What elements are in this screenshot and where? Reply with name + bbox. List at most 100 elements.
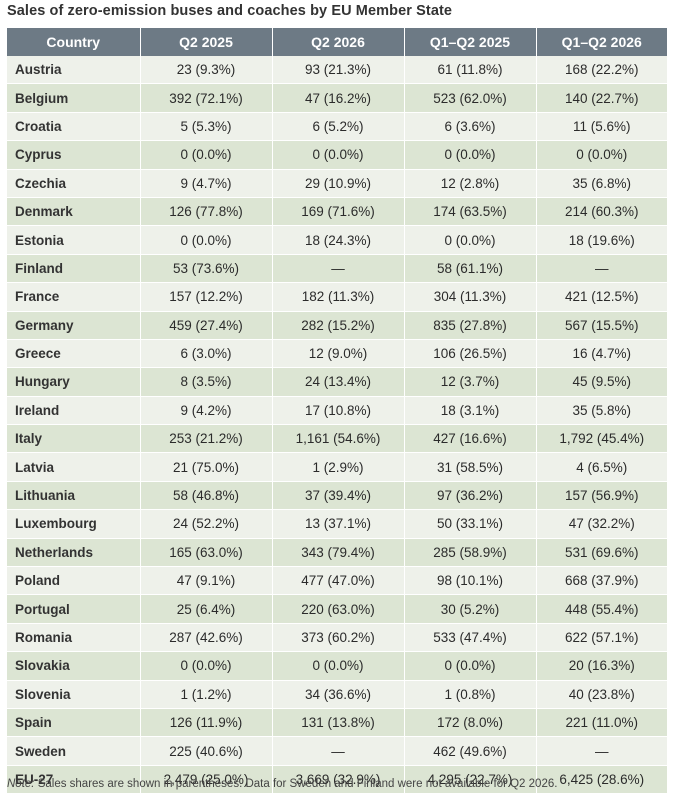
- q1-q2-2025-cell: 0 (0.0%): [404, 225, 537, 255]
- q1-q2-2026-cell: 221 (11.0%): [536, 708, 667, 738]
- country-cell: Germany: [7, 311, 141, 340]
- table-row: France 157 (12.2%) 182 (11.3%) 304 (11.3%) 4…: [7, 282, 667, 312]
- q1-q2-2025-cell: 835 (27.8%): [404, 311, 537, 340]
- q2-2026-cell: 12 (9.0%): [272, 339, 405, 369]
- table-row: Cyprus 0 (0.0%) 0 (0.0%) 0 (0.0%) 0 (0.0%): [7, 140, 667, 170]
- q1-q2-2025-cell: 285 (58.9%): [404, 538, 537, 568]
- q2-2025-cell: 5 (5.3%): [140, 112, 273, 142]
- q2-2026-cell: 182 (11.3%): [272, 282, 405, 312]
- q2-2026-cell: 3,669 (32.9%): [272, 765, 405, 795]
- q2-2025-cell: 23 (9.3%): [140, 56, 273, 85]
- q2-2025-cell: 253 (21.2%): [140, 424, 273, 454]
- country-cell: France: [7, 282, 141, 312]
- q2-2025-cell: 2,479 (25.0%): [140, 765, 273, 795]
- table-row: Italy 253 (21.2%) 1,161 (54.6%) 427 (16.6%)…: [7, 424, 667, 454]
- q2-2025-cell: 25 (6.4%): [140, 594, 273, 624]
- header-row: Country Q2 2025 Q2 2026 Q1–Q2 2025 Q1–Q2…: [7, 28, 667, 56]
- q1-q2-2026-cell: 140 (22.7%): [536, 83, 667, 113]
- table-row: Slovenia 1 (1.2%) 34 (36.6%) 1 (0.8%) 40 (23…: [7, 680, 667, 709]
- q1-q2-2025-cell: 30 (5.2%): [404, 594, 537, 624]
- q1-q2-2025-cell: 0 (0.0%): [404, 140, 537, 170]
- country-cell: Luxembourg: [7, 509, 141, 539]
- q2-2026-cell: —: [272, 736, 405, 766]
- q2-2025-cell: 53 (73.6%): [140, 254, 273, 284]
- header-q1-q2-2025: Q1–Q2 2025: [404, 28, 537, 56]
- country-cell: Greece: [7, 339, 141, 369]
- q2-2025-cell: 0 (0.0%): [140, 651, 273, 681]
- table-row: Greece 6 (3.0%) 12 (9.0%) 106 (26.5%) 16 (4.…: [7, 339, 667, 369]
- footnote: Note: Sales shares are shown in parenthe…: [7, 778, 557, 790]
- country-cell: Austria: [7, 56, 141, 85]
- q2-2025-cell: 1 (1.2%): [140, 680, 273, 709]
- table-row: Romania 287 (42.6%) 373 (60.2%) 533 (47.4%)…: [7, 623, 667, 653]
- table-row: Hungary 8 (3.5%) 24 (13.4%) 12 (3.7%) 45 (9.…: [7, 367, 667, 397]
- country-cell: Slovenia: [7, 680, 141, 709]
- q1-q2-2026-cell: 668 (37.9%): [536, 566, 667, 596]
- q2-2025-cell: 9 (4.2%): [140, 396, 273, 426]
- q1-q2-2025-cell: 4,295 (22.7%): [404, 765, 537, 795]
- q2-2026-cell: 47 (16.2%): [272, 83, 405, 113]
- q1-q2-2026-cell: 157 (56.9%): [536, 481, 667, 511]
- table-row: Estonia 0 (0.0%) 18 (24.3%) 0 (0.0%) 18 (19.…: [7, 225, 667, 255]
- q1-q2-2026-cell: 214 (60.3%): [536, 197, 667, 227]
- q1-q2-2025-cell: 31 (58.5%): [404, 452, 537, 482]
- table-row: Slovakia 0 (0.0%) 0 (0.0%) 0 (0.0%) 20 (16.3…: [7, 651, 667, 681]
- q2-2026-cell: 373 (60.2%): [272, 623, 405, 653]
- q2-2026-cell: 169 (71.6%): [272, 197, 405, 227]
- q1-q2-2025-cell: 61 (11.8%): [404, 56, 537, 85]
- q2-2026-cell: 37 (39.4%): [272, 481, 405, 511]
- q2-2025-cell: 24 (52.2%): [140, 509, 273, 539]
- q1-q2-2026-cell: 11 (5.6%): [536, 112, 667, 142]
- sales-table: Country Q2 2025 Q2 2026 Q1–Q2 2025 Q1–Q2…: [7, 28, 667, 795]
- q2-2026-cell: 13 (37.1%): [272, 509, 405, 539]
- q2-2026-cell: 93 (21.3%): [272, 56, 405, 85]
- q1-q2-2026-cell: —: [536, 736, 667, 766]
- q2-2026-cell: —: [272, 254, 405, 284]
- q2-2025-cell: 6 (3.0%): [140, 339, 273, 369]
- q1-q2-2026-cell: 622 (57.1%): [536, 623, 667, 653]
- table-row: Ireland 9 (4.2%) 17 (10.8%) 18 (3.1%) 35 (5.…: [7, 396, 667, 426]
- q2-2025-cell: 165 (63.0%): [140, 538, 273, 568]
- header-country: Country: [7, 28, 141, 56]
- q1-q2-2026-cell: —: [536, 254, 667, 284]
- q1-q2-2026-cell: 421 (12.5%): [536, 282, 667, 312]
- q2-2025-cell: 392 (72.1%): [140, 83, 273, 113]
- q1-q2-2025-cell: 98 (10.1%): [404, 566, 537, 596]
- q1-q2-2025-cell: 427 (16.6%): [404, 424, 537, 454]
- q1-q2-2026-cell: 168 (22.2%): [536, 56, 667, 85]
- q1-q2-2025-cell: 106 (26.5%): [404, 339, 537, 369]
- header-q2-2025: Q2 2025: [140, 28, 273, 56]
- country-cell: EU-27: [7, 765, 141, 795]
- q1-q2-2026-cell: 531 (69.6%): [536, 538, 667, 568]
- q1-q2-2026-cell: 45 (9.5%): [536, 367, 667, 397]
- country-cell: Croatia: [7, 112, 141, 142]
- header-q1-q2-2026: Q1–Q2 2026: [536, 28, 667, 56]
- q1-q2-2026-cell: 35 (6.8%): [536, 169, 667, 198]
- table-row: Lithuania 58 (46.8%) 37 (39.4%) 97 (36.2%) 1…: [7, 481, 667, 511]
- country-cell: Latvia: [7, 452, 141, 482]
- table-row: Sweden 225 (40.6%) —462 (49.6%) —: [7, 736, 667, 766]
- q1-q2-2026-cell: 18 (19.6%): [536, 225, 667, 255]
- q2-2026-cell: 1 (2.9%): [272, 452, 405, 482]
- table-row: Croatia 5 (5.3%) 6 (5.2%) 6 (3.6%) 11 (5.6%): [7, 112, 667, 142]
- q1-q2-2026-cell: 0 (0.0%): [536, 140, 667, 170]
- q1-q2-2025-cell: 12 (2.8%): [404, 169, 537, 198]
- country-cell: Slovakia: [7, 651, 141, 681]
- q2-2025-cell: 8 (3.5%): [140, 367, 273, 397]
- table-row: Spain 126 (11.9%) 131 (13.8%) 172 (8.0%) 221…: [7, 708, 667, 738]
- q1-q2-2026-cell: 40 (23.8%): [536, 680, 667, 709]
- table-row: Denmark 126 (77.8%) 169 (71.6%) 174 (63.5%)…: [7, 197, 667, 227]
- country-cell: Cyprus: [7, 140, 141, 170]
- q1-q2-2025-cell: 97 (36.2%): [404, 481, 537, 511]
- table-row: Finland 53 (73.6%) —58 (61.1%) —: [7, 254, 667, 284]
- q1-q2-2025-cell: 12 (3.7%): [404, 367, 537, 397]
- country-cell: Poland: [7, 566, 141, 596]
- q2-2026-cell: 17 (10.8%): [272, 396, 405, 426]
- q1-q2-2025-cell: 18 (3.1%): [404, 396, 537, 426]
- country-cell: Belgium: [7, 83, 141, 113]
- table-row: Poland 47 (9.1%) 477 (47.0%) 98 (10.1%) 668 …: [7, 566, 667, 596]
- q2-2025-cell: 459 (27.4%): [140, 311, 273, 340]
- q2-2025-cell: 225 (40.6%): [140, 736, 273, 766]
- country-cell: Lithuania: [7, 481, 141, 511]
- footnote-label: Note:: [7, 778, 35, 790]
